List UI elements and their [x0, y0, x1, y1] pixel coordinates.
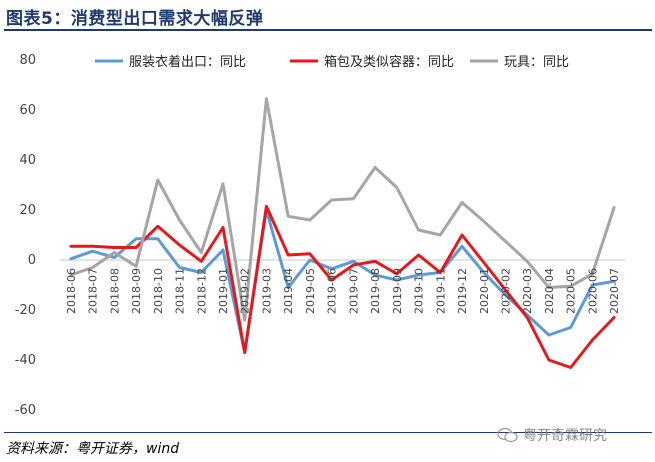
x-tick-label: 2018-10: [152, 268, 165, 314]
x-tick-label: 2020-02: [499, 268, 512, 314]
x-tick-label: 2020-05: [565, 268, 578, 314]
y-axis-ticks: 80 60 40 20 0 -20 -40 -60: [15, 53, 36, 418]
x-tick-label: 2020-03: [521, 268, 534, 314]
x-tick-label: 2018-07: [87, 268, 100, 314]
series-lines: [69, 97, 616, 369]
x-tick-label: 2019-12: [456, 268, 469, 314]
y-tick-label: 40: [19, 153, 36, 168]
x-tick-label: 2019-01: [217, 268, 230, 314]
x-tick-label: 2019-05: [304, 268, 317, 314]
x-tick-label: 2019-08: [369, 268, 382, 314]
x-tick-label: 2019-10: [413, 268, 426, 314]
x-tick-label: 2018-06: [65, 268, 78, 314]
wechat-icon: [497, 427, 518, 443]
chart-title: 图表5：消费型出口需求大幅反弹: [6, 9, 264, 29]
x-tick-label: 2018-12: [195, 268, 208, 314]
x-tick-label: 2019-06: [326, 268, 339, 314]
title-rule: [4, 29, 652, 31]
legend-label: 箱包及类似容器：同比: [324, 54, 454, 70]
series-line-2: [69, 97, 616, 322]
legend: 服装衣着出口：同比 箱包及类似容器：同比 玩具：同比: [95, 54, 569, 70]
bottom-rule: [4, 432, 652, 433]
x-tick-label: 2018-09: [130, 268, 143, 314]
source-note: 资料来源：粤开证券，wind: [6, 441, 180, 457]
y-tick-label: 0: [28, 253, 36, 268]
y-tick-label: 60: [19, 103, 36, 118]
legend-label: 服装衣着出口：同比: [129, 54, 246, 70]
y-tick-label: 20: [19, 203, 36, 218]
x-tick-label: 2020-01: [478, 268, 491, 314]
x-axis-ticks: 2018-06 2018-07 2018-08 2018-09 2018-10 2018-…: [65, 268, 621, 314]
x-tick-label: 2020-07: [608, 268, 621, 314]
watermark: 粤开奇霖研究: [497, 425, 607, 445]
y-tick-label: -40: [15, 353, 36, 368]
watermark-text: 粤开奇霖研究: [523, 428, 607, 444]
y-tick-label: -20: [15, 303, 36, 318]
x-tick-label: 2018-11: [174, 268, 187, 314]
x-tick-label: 2020-06: [586, 268, 599, 314]
x-tick-label: 2019-07: [347, 268, 360, 314]
x-tick-label: 2018-08: [108, 268, 121, 314]
y-tick-label: -60: [15, 403, 36, 418]
y-tick-label: 80: [19, 53, 36, 68]
x-tick-label: 2019-09: [391, 268, 404, 314]
legend-label: 玩具：同比: [504, 55, 569, 70]
series-line-1: [69, 204, 616, 369]
x-tick-label: 2019-03: [260, 268, 273, 314]
x-tick-label: 2019-11: [434, 268, 447, 314]
x-tick-label: 2019-04: [282, 268, 295, 314]
x-tick-label: 2020-04: [543, 268, 556, 314]
x-tick-label: 2019-02: [239, 268, 252, 314]
